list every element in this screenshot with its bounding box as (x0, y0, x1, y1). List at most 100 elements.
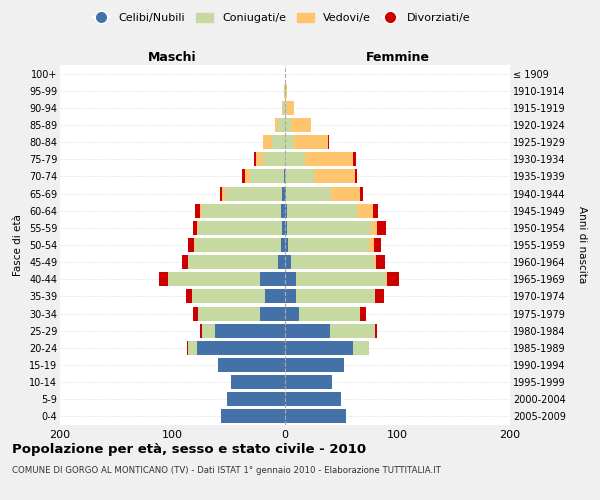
Bar (281, 204, 285, 218)
Bar (373, 204, 379, 218)
Bar (285, 375, 332, 389)
Bar (260, 306, 285, 320)
Bar (193, 221, 197, 235)
Bar (296, 290, 375, 304)
Bar (221, 410, 285, 424)
Bar (296, 272, 386, 286)
Bar (285, 272, 296, 286)
Bar (289, 238, 370, 252)
Y-axis label: Anni di nascita: Anni di nascita (577, 206, 587, 284)
Bar (284, 170, 285, 183)
Bar (371, 221, 377, 235)
Bar (314, 170, 355, 183)
Bar (263, 135, 271, 149)
Bar (285, 255, 290, 269)
Bar (290, 118, 311, 132)
Bar (374, 255, 376, 269)
Bar (357, 204, 373, 218)
Bar (388, 272, 398, 286)
Bar (271, 135, 285, 149)
Bar (285, 341, 353, 355)
Bar (199, 324, 202, 338)
Bar (290, 255, 374, 269)
Bar (361, 306, 366, 320)
Bar (168, 272, 260, 286)
Bar (220, 186, 222, 200)
Bar (188, 255, 278, 269)
Text: Maschi: Maschi (148, 51, 197, 64)
Bar (275, 118, 278, 132)
Bar (294, 135, 328, 149)
Bar (265, 290, 285, 304)
Bar (202, 204, 281, 218)
Bar (281, 101, 283, 115)
Bar (285, 84, 287, 98)
Bar (199, 306, 260, 320)
Bar (159, 272, 168, 286)
Bar (191, 290, 265, 304)
Bar (330, 324, 375, 338)
Bar (226, 186, 281, 200)
Bar (375, 290, 384, 304)
Bar (287, 101, 294, 115)
Bar (285, 306, 299, 320)
Bar (278, 118, 285, 132)
Bar (197, 341, 285, 355)
Bar (285, 101, 287, 115)
Bar (305, 152, 353, 166)
Bar (187, 341, 188, 355)
Text: Femmine: Femmine (365, 51, 430, 64)
Bar (194, 238, 195, 252)
Bar (281, 186, 285, 200)
Bar (285, 186, 286, 200)
Bar (328, 135, 329, 149)
Bar (353, 152, 356, 166)
Bar (285, 170, 314, 183)
Bar (186, 290, 191, 304)
Bar (376, 255, 385, 269)
Bar (285, 392, 341, 406)
Bar (256, 152, 263, 166)
Bar (285, 118, 290, 132)
Bar (285, 204, 287, 218)
Y-axis label: Fasce di età: Fasce di età (13, 214, 23, 276)
Bar (281, 238, 285, 252)
Bar (182, 255, 188, 269)
Bar (218, 358, 285, 372)
Bar (285, 238, 289, 252)
Bar (299, 306, 361, 320)
Bar (374, 238, 380, 252)
Bar (286, 186, 331, 200)
Bar (195, 204, 199, 218)
Bar (285, 152, 305, 166)
Bar (331, 186, 361, 200)
Bar (287, 204, 357, 218)
Bar (285, 135, 294, 149)
Bar (215, 324, 285, 338)
Bar (242, 170, 245, 183)
Text: COMUNE DI GORGO AL MONTICANO (TV) - Dati ISTAT 1° gennaio 2010 - Elaborazione TU: COMUNE DI GORGO AL MONTICANO (TV) - Dati… (12, 466, 441, 475)
Bar (285, 410, 346, 424)
Bar (283, 101, 285, 115)
Bar (188, 341, 197, 355)
Bar (227, 392, 285, 406)
Bar (386, 272, 388, 286)
Bar (254, 152, 256, 166)
Bar (199, 204, 202, 218)
Bar (361, 186, 362, 200)
Bar (375, 324, 377, 338)
Bar (377, 221, 386, 235)
Text: Popolazione per età, sesso e stato civile - 2010: Popolazione per età, sesso e stato civil… (12, 442, 366, 456)
Bar (284, 84, 285, 98)
Bar (222, 186, 226, 200)
Bar (281, 221, 285, 235)
Bar (188, 238, 194, 252)
Bar (250, 170, 284, 183)
Bar (231, 375, 285, 389)
Bar (245, 170, 250, 183)
Bar (285, 358, 343, 372)
Bar (199, 221, 281, 235)
Bar (195, 238, 281, 252)
Bar (278, 255, 285, 269)
Bar (353, 341, 370, 355)
